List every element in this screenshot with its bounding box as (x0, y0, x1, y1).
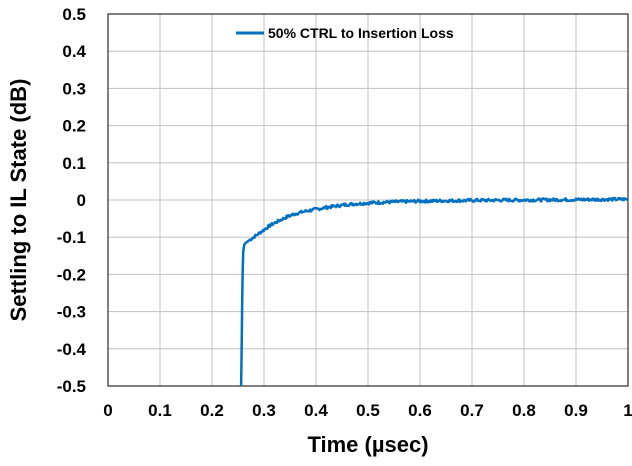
y-tick-label: -0.5 (57, 377, 86, 396)
x-tick-label: 0.6 (408, 401, 432, 420)
y-tick-label: 0.2 (62, 117, 86, 136)
x-tick-label: 1 (623, 401, 632, 420)
y-tick-label: 0.1 (62, 154, 86, 173)
x-axis-title: Time (µsec) (307, 432, 428, 457)
x-tick-label: 0.4 (304, 401, 328, 420)
legend-label: 50% CTRL to Insertion Loss (268, 25, 454, 41)
y-tick-label: 0.5 (62, 5, 86, 24)
y-tick-label: -0.1 (57, 228, 86, 247)
y-tick-label: 0 (77, 191, 86, 210)
x-tick-label: 0.9 (564, 401, 588, 420)
x-tick-labels: 0 0.1 0.2 0.3 0.4 0.5 0.6 0.7 0.8 0.9 1 (103, 401, 632, 420)
y-tick-label: 0.3 (62, 79, 86, 98)
y-tick-label: 0.4 (62, 42, 86, 61)
x-tick-label: 0.8 (512, 401, 536, 420)
y-tick-label: -0.4 (57, 340, 87, 359)
x-tick-label: 0.3 (252, 401, 276, 420)
x-tick-label: 0.5 (356, 401, 380, 420)
x-tick-label: 0.1 (148, 401, 172, 420)
series-layer (239, 196, 629, 387)
y-axis-title: Settling to IL State (dB) (6, 79, 31, 322)
y-tick-labels: 0.5 0.4 0.3 0.2 0.1 0 -0.1 -0.2 -0.3 -0.4 -0.5 (57, 5, 87, 396)
y-tick-label: -0.2 (57, 265, 86, 284)
y-tick-label: -0.3 (57, 303, 86, 322)
series-line (239, 196, 629, 387)
x-tick-label: 0.7 (460, 401, 484, 420)
x-tick-label: 0.2 (200, 401, 224, 420)
x-tick-label: 0 (103, 401, 112, 420)
legend: 50% CTRL to Insertion Loss (236, 25, 454, 41)
